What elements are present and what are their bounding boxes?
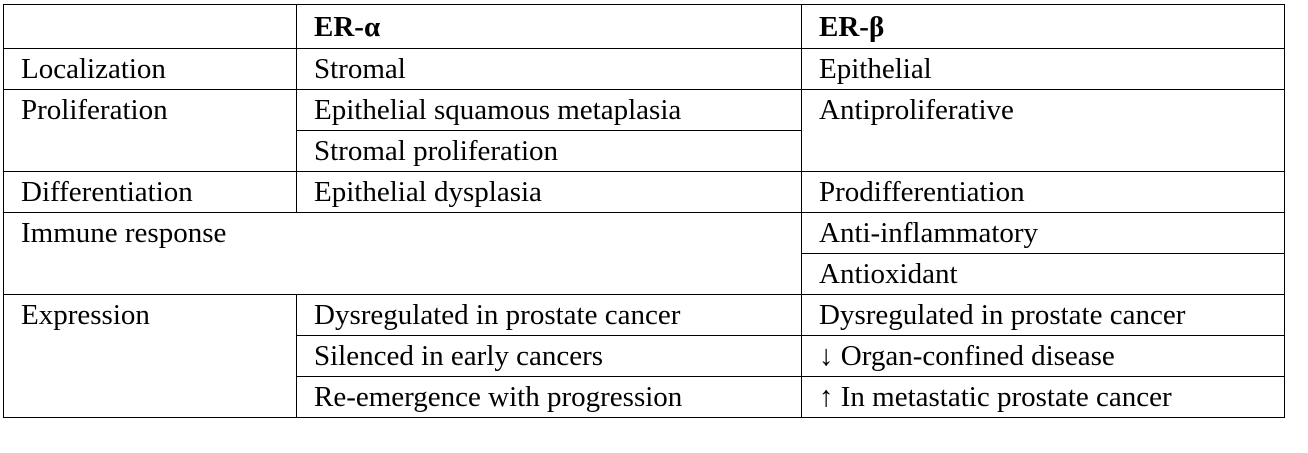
cell-immune-er-beta-2: Antioxidant <box>801 253 1285 295</box>
cell-localization-er-alpha: Stromal <box>296 48 802 90</box>
header-row: ER-α ER-β <box>3 4 1285 49</box>
table-row: Re-emergence with progression ↑ In metas… <box>4 376 1285 418</box>
table-row: Stromal proliferation <box>4 130 1285 172</box>
header-empty-cell <box>3 4 297 49</box>
cell-differentiation-er-alpha: Epithelial dysplasia <box>296 171 802 213</box>
header-er-alpha: ER-α <box>296 4 802 49</box>
row-label-localization: Localization <box>3 48 297 90</box>
cell-expression-er-alpha-2: Silenced in early cancers <box>296 335 802 377</box>
cell-differentiation-er-beta: Prodifferentiation <box>801 171 1285 213</box>
cell-expression-er-alpha-3: Re-emergence with progression <box>296 376 802 418</box>
cell-expression-er-beta-1: Dysregulated in prostate cancer <box>801 294 1285 336</box>
table-row: Expression Dysregulated in prostate canc… <box>3 294 1285 418</box>
cell-expression-er-beta-3: ↑ In metastatic prostate cancer <box>801 376 1285 418</box>
row-label-proliferation: Proliferation <box>3 89 297 172</box>
row-label-differentiation: Differentiation <box>3 171 297 213</box>
table-row: Differentiation Epithelial dysplasia Pro… <box>3 171 1285 213</box>
table-row: Immune response Anti-inflammatory <box>3 212 1285 295</box>
cell-expression-er-beta-2: ↓ Organ-confined disease <box>801 335 1285 377</box>
cell-expression-er-alpha-1: Dysregulated in prostate cancer <box>296 294 802 336</box>
cell-proliferation-er-alpha-2: Stromal proliferation <box>296 130 802 172</box>
cell-proliferation-er-beta: Antiproliferative <box>801 89 1285 172</box>
cell-localization-er-beta: Epithelial <box>801 48 1285 90</box>
cell-immune-er-beta-1: Anti-inflammatory <box>801 212 1285 254</box>
table-row: Localization Stromal Epithelial <box>3 48 1285 90</box>
table-row: Antioxidant <box>4 253 1285 295</box>
er-comparison-table: ER-α ER-β Localization Stromal Epithelia… <box>3 4 1285 418</box>
row-label-immune-response: Immune response <box>3 212 802 295</box>
header-er-beta: ER-β <box>801 4 1285 49</box>
table-row: Proliferation Epithelial squamous metapl… <box>3 89 1285 172</box>
row-label-expression: Expression <box>3 294 297 418</box>
cell-proliferation-er-alpha-1: Epithelial squamous metaplasia <box>296 89 802 131</box>
